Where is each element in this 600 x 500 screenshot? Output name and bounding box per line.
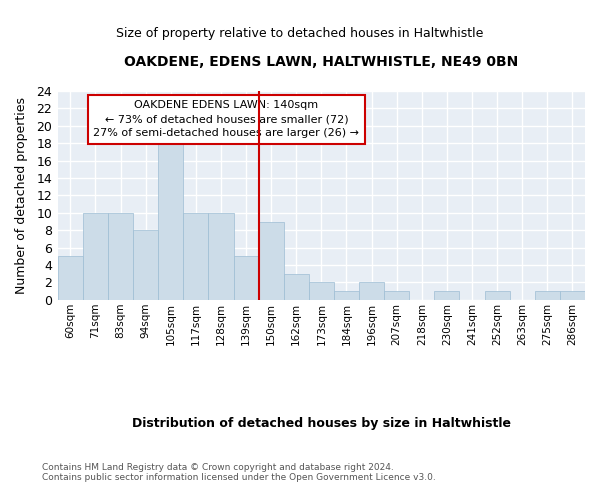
Bar	[309, 282, 334, 300]
Bar	[108, 213, 133, 300]
Bar	[535, 291, 560, 300]
Bar	[560, 291, 585, 300]
Bar	[334, 291, 359, 300]
Bar	[259, 222, 284, 300]
Bar	[485, 291, 509, 300]
Bar	[233, 256, 259, 300]
Bar	[58, 256, 83, 300]
X-axis label: Distribution of detached houses by size in Haltwhistle: Distribution of detached houses by size …	[132, 417, 511, 430]
Text: Contains HM Land Registry data © Crown copyright and database right 2024.: Contains HM Land Registry data © Crown c…	[42, 464, 394, 472]
Bar	[284, 274, 309, 300]
Bar	[384, 291, 409, 300]
Bar	[208, 213, 233, 300]
Bar	[158, 134, 183, 300]
Bar	[434, 291, 460, 300]
Text: Contains public sector information licensed under the Open Government Licence v3: Contains public sector information licen…	[42, 474, 436, 482]
Bar	[359, 282, 384, 300]
Text: Size of property relative to detached houses in Haltwhistle: Size of property relative to detached ho…	[116, 28, 484, 40]
Bar	[83, 213, 108, 300]
Text: OAKDENE EDENS LAWN: 140sqm
← 73% of detached houses are smaller (72)
27% of semi: OAKDENE EDENS LAWN: 140sqm ← 73% of deta…	[94, 100, 359, 138]
Title: OAKDENE, EDENS LAWN, HALTWHISTLE, NE49 0BN: OAKDENE, EDENS LAWN, HALTWHISTLE, NE49 0…	[124, 55, 518, 69]
Bar	[133, 230, 158, 300]
Y-axis label: Number of detached properties: Number of detached properties	[15, 97, 28, 294]
Bar	[183, 213, 208, 300]
